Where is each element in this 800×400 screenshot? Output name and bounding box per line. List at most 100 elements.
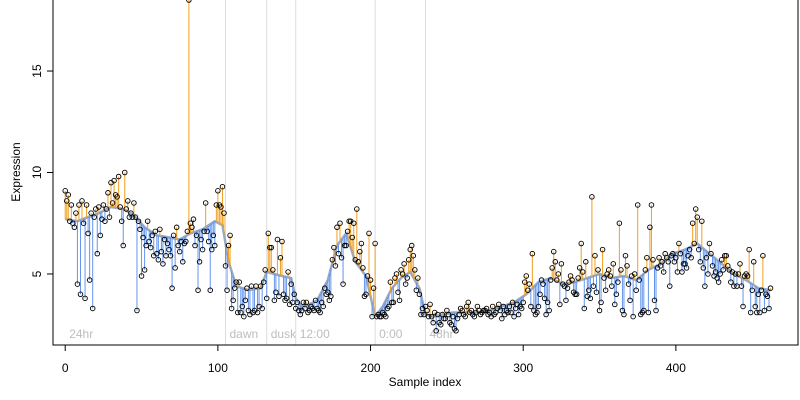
data-point xyxy=(416,291,423,298)
data-point xyxy=(233,279,239,285)
data-point xyxy=(166,246,172,253)
data-point xyxy=(586,287,592,293)
data-point xyxy=(645,309,652,316)
data-point xyxy=(102,218,108,224)
data-point xyxy=(271,297,278,304)
time-marker-label: dawn xyxy=(230,327,259,341)
data-point xyxy=(547,277,554,283)
data-point xyxy=(705,271,711,277)
data-point xyxy=(399,271,406,277)
data-point xyxy=(544,299,551,306)
data-point xyxy=(650,257,656,263)
data-point xyxy=(231,285,238,291)
data-point xyxy=(73,210,79,216)
data-point xyxy=(689,220,696,226)
data-point xyxy=(283,295,290,302)
data-point xyxy=(337,220,343,226)
data-point xyxy=(198,236,204,243)
data-point xyxy=(360,265,366,271)
data-point xyxy=(496,301,502,308)
data-point xyxy=(302,305,308,312)
data-point xyxy=(134,307,140,314)
data-point xyxy=(300,299,307,306)
data-point xyxy=(147,244,154,251)
data-point xyxy=(508,309,514,316)
data-point xyxy=(569,277,575,283)
data-point xyxy=(405,257,412,263)
data-point xyxy=(341,242,348,249)
x-tick-label: 300 xyxy=(513,361,533,375)
data-point xyxy=(364,273,371,279)
data-point xyxy=(651,297,658,304)
data-point xyxy=(135,218,142,224)
data-point xyxy=(631,271,638,277)
data-point xyxy=(190,216,197,222)
data-point xyxy=(164,240,171,247)
data-point xyxy=(696,246,702,253)
data-point xyxy=(227,232,233,239)
data-point xyxy=(700,265,707,271)
data-point xyxy=(244,285,250,291)
data-point xyxy=(535,303,542,310)
data-point xyxy=(622,252,629,259)
data-point xyxy=(91,214,97,220)
data-point xyxy=(396,297,403,304)
data-point xyxy=(511,313,517,320)
data-point xyxy=(415,275,421,281)
data-point xyxy=(715,279,722,285)
data-point xyxy=(267,244,273,251)
data-point xyxy=(114,194,120,200)
data-point xyxy=(445,311,452,318)
data-point xyxy=(706,240,713,247)
data-point xyxy=(721,252,728,259)
data-point xyxy=(576,265,583,271)
data-point xyxy=(115,173,122,180)
data-point xyxy=(338,254,345,261)
data-point xyxy=(146,238,152,245)
data-point xyxy=(89,305,96,312)
data-point xyxy=(386,303,392,310)
data-point xyxy=(357,248,363,255)
data-point xyxy=(238,309,244,316)
data-point xyxy=(718,257,725,263)
data-point xyxy=(157,226,163,233)
data-point xyxy=(131,200,137,206)
data-point xyxy=(563,297,569,304)
data-point xyxy=(354,206,360,212)
data-point xyxy=(350,220,357,226)
data-point xyxy=(184,228,191,235)
data-point xyxy=(335,250,342,257)
data-point xyxy=(691,240,697,247)
data-point xyxy=(602,287,609,293)
data-point xyxy=(424,307,430,314)
data-point xyxy=(605,267,612,273)
data-point xyxy=(210,232,217,239)
data-point xyxy=(100,202,107,208)
data-point xyxy=(86,277,93,283)
data-point xyxy=(404,275,410,281)
data-point xyxy=(263,295,270,302)
data-point xyxy=(679,269,685,275)
data-point xyxy=(82,295,88,302)
data-point xyxy=(62,188,68,194)
data-point xyxy=(526,281,533,287)
y-tick-label: 5 xyxy=(30,270,44,277)
data-point xyxy=(65,192,72,198)
data-point xyxy=(525,287,531,293)
data-point xyxy=(122,169,128,176)
data-point xyxy=(376,313,383,320)
data-point xyxy=(653,307,659,314)
data-point xyxy=(106,214,113,220)
data-point xyxy=(343,242,349,249)
data-point xyxy=(71,224,78,231)
data-point xyxy=(528,303,534,310)
data-point xyxy=(201,228,207,235)
data-point xyxy=(367,277,374,283)
data-point xyxy=(236,279,242,285)
data-point xyxy=(595,267,601,273)
data-point xyxy=(193,232,200,239)
data-point xyxy=(83,202,90,208)
data-point xyxy=(757,309,763,316)
data-point xyxy=(607,273,613,279)
